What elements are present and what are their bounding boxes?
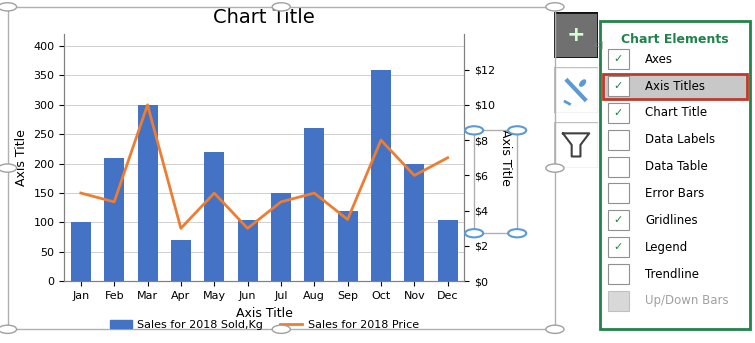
Text: Chart Elements: Chart Elements	[621, 33, 729, 46]
Text: +: +	[567, 25, 585, 45]
FancyBboxPatch shape	[608, 156, 629, 177]
Text: ◁: ◁	[594, 39, 603, 50]
Text: ✓: ✓	[614, 215, 623, 225]
FancyBboxPatch shape	[608, 76, 629, 96]
Text: Data Labels: Data Labels	[645, 133, 715, 146]
FancyBboxPatch shape	[554, 67, 598, 113]
Text: Axis Titles: Axis Titles	[645, 80, 705, 93]
Bar	[371, 70, 391, 281]
Bar	[104, 158, 124, 281]
FancyBboxPatch shape	[608, 237, 629, 257]
Ellipse shape	[579, 79, 586, 87]
Y-axis label: Axis Title: Axis Title	[499, 129, 512, 186]
FancyBboxPatch shape	[608, 184, 629, 203]
Y-axis label: Axis Title: Axis Title	[15, 129, 28, 186]
Bar	[71, 223, 91, 281]
Bar	[304, 128, 325, 281]
FancyBboxPatch shape	[600, 21, 750, 329]
Text: ✓: ✓	[614, 108, 623, 118]
Text: Chart Title: Chart Title	[645, 106, 707, 119]
Bar	[438, 220, 458, 281]
Text: Data Table: Data Table	[645, 160, 708, 173]
FancyBboxPatch shape	[608, 49, 629, 69]
Text: Legend: Legend	[645, 241, 689, 254]
FancyBboxPatch shape	[608, 264, 629, 284]
FancyBboxPatch shape	[554, 122, 598, 168]
X-axis label: Axis Title: Axis Title	[236, 307, 293, 320]
Title: Chart Title: Chart Title	[214, 8, 315, 27]
Text: ✓: ✓	[614, 81, 623, 91]
FancyBboxPatch shape	[608, 103, 629, 123]
FancyBboxPatch shape	[608, 291, 629, 311]
FancyBboxPatch shape	[608, 210, 629, 230]
Text: Up/Down Bars: Up/Down Bars	[645, 294, 729, 307]
Bar	[137, 105, 158, 281]
Bar	[337, 211, 358, 281]
Bar	[238, 220, 257, 281]
Text: Error Bars: Error Bars	[645, 187, 704, 200]
Bar	[271, 193, 291, 281]
Bar	[204, 152, 224, 281]
Bar	[405, 164, 424, 281]
Text: ✓: ✓	[614, 242, 623, 252]
Text: ✓: ✓	[614, 54, 623, 64]
Text: Gridlines: Gridlines	[645, 214, 698, 227]
Text: Axes: Axes	[645, 53, 673, 66]
Bar	[171, 240, 191, 281]
FancyBboxPatch shape	[608, 130, 629, 150]
Legend: Sales for 2018 Sold,Kg, Sales for 2018 Price: Sales for 2018 Sold,Kg, Sales for 2018 P…	[105, 315, 424, 334]
Text: Trendline: Trendline	[645, 268, 699, 281]
FancyBboxPatch shape	[603, 74, 747, 99]
FancyBboxPatch shape	[554, 12, 598, 58]
